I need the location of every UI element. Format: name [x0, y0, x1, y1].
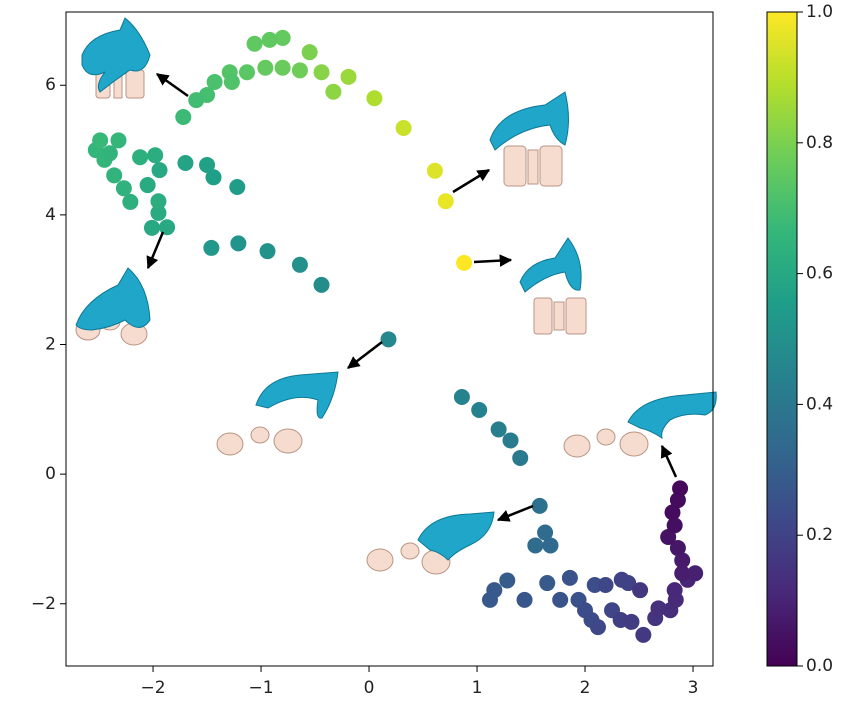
point — [203, 240, 219, 256]
point — [486, 582, 502, 598]
point — [380, 331, 396, 347]
y-tick-label: 6 — [45, 75, 56, 95]
point — [542, 537, 558, 553]
point — [229, 179, 245, 195]
point — [562, 570, 578, 586]
point — [427, 163, 443, 179]
point — [456, 255, 472, 271]
point — [92, 132, 108, 148]
point — [150, 193, 166, 209]
point — [314, 277, 330, 293]
point — [224, 74, 240, 90]
point — [292, 62, 308, 78]
y-tick-label: 4 — [45, 205, 56, 225]
point — [175, 109, 191, 125]
point — [106, 167, 122, 183]
point — [239, 64, 255, 80]
binoculars — [534, 298, 586, 334]
point — [590, 619, 606, 635]
point — [503, 432, 519, 448]
point — [144, 220, 160, 236]
point — [102, 145, 118, 161]
x-tick-label: −2 — [141, 678, 166, 698]
point — [491, 421, 507, 437]
point — [314, 64, 330, 80]
point — [206, 169, 222, 185]
hand-illustrations — [76, 18, 716, 574]
x-tick-label: 1 — [472, 678, 483, 698]
colorbar — [767, 12, 797, 666]
colorbar-tick-label: 0.8 — [806, 133, 833, 153]
x-tick-label: −1 — [249, 678, 274, 698]
point — [275, 60, 291, 76]
point — [122, 194, 138, 210]
point — [471, 402, 487, 418]
point — [552, 592, 568, 608]
arrow — [348, 342, 382, 368]
point — [247, 36, 263, 52]
point — [292, 257, 308, 273]
point — [527, 537, 543, 553]
point — [260, 243, 276, 259]
x-tick-label: 2 — [580, 678, 591, 698]
point — [152, 162, 168, 178]
point — [341, 69, 357, 85]
point — [116, 180, 132, 196]
y-tick-label: −2 — [31, 594, 56, 614]
colorbar-tick-label: 0.6 — [806, 264, 833, 284]
colorbar-tick-label: 0.2 — [806, 525, 833, 545]
colorbar-tick-label: 0.0 — [806, 656, 833, 676]
point — [147, 147, 163, 163]
arrow — [498, 506, 533, 520]
hand — [628, 392, 716, 438]
y-tick-label: 2 — [45, 335, 56, 355]
point — [623, 614, 639, 630]
binoculars — [564, 429, 648, 457]
chart: −2 −1 0 1 2 3 −2 0 2 4 6 0.0 0.2 0.4 0.6 0.8 1.0 — [0, 0, 861, 709]
binoculars — [217, 427, 302, 455]
x-tick-label: 3 — [688, 678, 699, 698]
point — [512, 450, 528, 466]
point — [132, 149, 148, 165]
colorbar-tick-label: 1.0 — [806, 2, 833, 22]
point — [499, 572, 515, 588]
point — [188, 92, 204, 108]
point — [366, 90, 382, 106]
binoculars — [504, 146, 562, 186]
arrow — [157, 74, 188, 96]
point — [262, 32, 278, 48]
arrow — [474, 260, 511, 262]
hand — [490, 92, 569, 150]
point — [396, 120, 412, 136]
point — [532, 498, 548, 514]
arrow — [453, 170, 489, 192]
points — [88, 30, 703, 643]
point — [454, 389, 470, 405]
hand — [76, 268, 150, 330]
point — [230, 235, 246, 251]
point — [517, 592, 533, 608]
point — [598, 577, 614, 593]
y-tick-label: 0 — [45, 464, 56, 484]
point — [632, 582, 648, 598]
x-tick-label: 0 — [364, 678, 375, 698]
point — [257, 60, 273, 76]
point — [635, 627, 651, 643]
point — [438, 193, 454, 209]
hand — [256, 372, 338, 418]
point — [140, 177, 156, 193]
arrow — [662, 446, 676, 477]
point — [667, 582, 683, 598]
point — [539, 575, 555, 591]
colorbar-tick-label: 0.4 — [806, 394, 833, 414]
point — [302, 44, 318, 60]
point — [177, 155, 193, 171]
hand — [520, 238, 581, 292]
point — [325, 84, 341, 100]
point — [672, 480, 688, 496]
arrow — [148, 232, 163, 268]
